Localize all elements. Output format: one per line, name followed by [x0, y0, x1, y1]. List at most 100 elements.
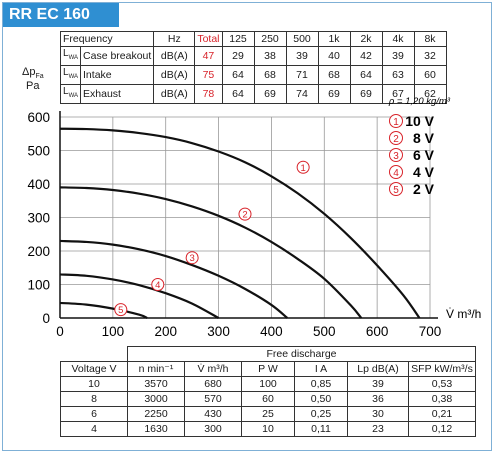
discharge-row: 10 3570 680 100 0,85 39 0,53 [60, 376, 476, 392]
curve-marker-number: 2 [242, 210, 247, 221]
col-voltage: Voltage V [60, 361, 128, 377]
y-tick-label: 0 [42, 311, 50, 326]
legend-entry-label: 4 V [413, 164, 435, 180]
fan-curve-10v [59, 127, 421, 319]
row-total: 78 [194, 84, 223, 104]
sound-table: Frequency Hz Total 125 250 500 1k 2k 4k … [59, 31, 447, 104]
discharge-group-row: Free discharge [60, 346, 476, 362]
legend-marker-circle [389, 165, 403, 179]
legend-marker-number: 4 [393, 168, 399, 179]
cell: 300 [184, 421, 242, 437]
cell: 8 [60, 391, 128, 407]
cell: 60 [413, 65, 447, 85]
x-tick-label: 300 [207, 324, 230, 339]
discharge-row: 8 3000 570 60 0,50 36 0,38 [60, 391, 476, 407]
cell: 0,21 [408, 406, 476, 422]
cell: 25 [241, 406, 295, 422]
row-name: Intake [80, 65, 155, 85]
legend-marker-circle [389, 131, 403, 145]
row-name: Case breakout [80, 46, 155, 66]
y-tick-label: 200 [27, 244, 50, 259]
col-speed: n min⁻¹ [127, 361, 185, 377]
cell: 430 [184, 406, 242, 422]
empty-corner [60, 346, 128, 362]
y-axis-label: ΔpFa [22, 66, 44, 81]
legend-marker-number: 3 [393, 151, 399, 162]
cell: 1630 [127, 421, 185, 437]
col-sfp: SFP kW/m³/s [408, 361, 476, 377]
cell: 0,12 [408, 421, 476, 437]
legend-marker-circle [389, 148, 403, 162]
curve-marker-circle [238, 207, 252, 221]
legend-entry-label: 2 V [413, 181, 435, 197]
curve-marker-number: 3 [189, 253, 194, 264]
row-name: Exhaust [80, 84, 155, 104]
cell: 0,85 [294, 376, 348, 392]
legend-marker-number: 2 [393, 134, 399, 145]
product-title: RR EC 160 [3, 3, 119, 27]
cell: 3000 [127, 391, 185, 407]
cell: 0,38 [408, 391, 476, 407]
discharge-row: 4 1630 300 10 0,11 23 0,12 [60, 421, 476, 437]
legend-entry-label: 8 V [413, 130, 435, 146]
legend-marker-circle [389, 182, 403, 196]
curve-marker-number: 4 [155, 280, 160, 291]
y-tick-label: 300 [27, 211, 50, 226]
cell: 10 [60, 376, 128, 392]
group-header: Free discharge [127, 346, 476, 362]
col-power: P W [241, 361, 295, 377]
curve-marker-circle [151, 278, 165, 291]
x-tick-label: 500 [313, 324, 336, 339]
cell: 64 [221, 84, 255, 104]
cell: 0,50 [294, 391, 348, 407]
curve-marker-number: 5 [118, 305, 123, 316]
y-axis-unit: Pa [26, 80, 40, 92]
curve-marker-circle [114, 303, 128, 317]
cell: 570 [184, 391, 242, 407]
cell: 4 [60, 421, 128, 437]
cell: 23 [347, 421, 409, 437]
cell: 6 [60, 406, 128, 422]
fan-curve-8v [59, 186, 363, 319]
curve-marker-circle [296, 160, 310, 174]
cell: 0,53 [408, 376, 476, 392]
row-total: 75 [194, 65, 223, 85]
x-tick-label: 0 [56, 324, 64, 339]
legend-marker-circle [389, 114, 403, 128]
lwa-symbol: LWA [59, 84, 82, 104]
y-tick-label: 500 [27, 144, 50, 159]
cell: 36 [347, 391, 409, 407]
sound-row-case: LWA Case breakout dB(A) 47 29 38 39 40 4… [59, 46, 447, 66]
col-airflow: V̇ m³/h [184, 361, 242, 377]
cell: 69 [253, 84, 287, 104]
cell: 30 [347, 406, 409, 422]
col-current: I A [294, 361, 348, 377]
curve-marker-circle [185, 251, 199, 265]
cell: 100 [241, 376, 295, 392]
sound-row-intake: LWA Intake dB(A) 75 64 68 71 68 64 63 60 [59, 65, 447, 85]
y-tick-label: 600 [27, 110, 50, 125]
legend-entry-label: 6 V [413, 147, 435, 163]
cell: 39 [347, 376, 409, 392]
y-tick-label: 400 [27, 177, 50, 192]
x-tick-label: 100 [102, 324, 125, 339]
cell: 62 [413, 84, 447, 104]
x-axis-label: V̇ m³/h [446, 307, 481, 321]
y-tick-label: 100 [27, 278, 50, 293]
fan-curve-4v [59, 273, 220, 319]
cell: 3570 [127, 376, 185, 392]
cell: 2250 [127, 406, 185, 422]
cell: 0,11 [294, 421, 348, 437]
cell: 60 [241, 391, 295, 407]
legend-marker-number: 5 [393, 185, 399, 196]
header-total: Total [194, 31, 223, 47]
header-125: 125 [221, 31, 255, 47]
sound-row-exhaust: LWA Exhaust dB(A) 78 64 69 74 69 69 67 6… [59, 84, 447, 104]
fan-curve-2v [59, 301, 148, 320]
cell: 0,25 [294, 406, 348, 422]
col-lp: Lp dB(A) [347, 361, 409, 377]
x-tick-label: 700 [419, 324, 442, 339]
x-tick-label: 600 [366, 324, 389, 339]
discharge-header-row: Voltage V n min⁻¹ V̇ m³/h P W I A Lp dB(… [60, 361, 476, 377]
